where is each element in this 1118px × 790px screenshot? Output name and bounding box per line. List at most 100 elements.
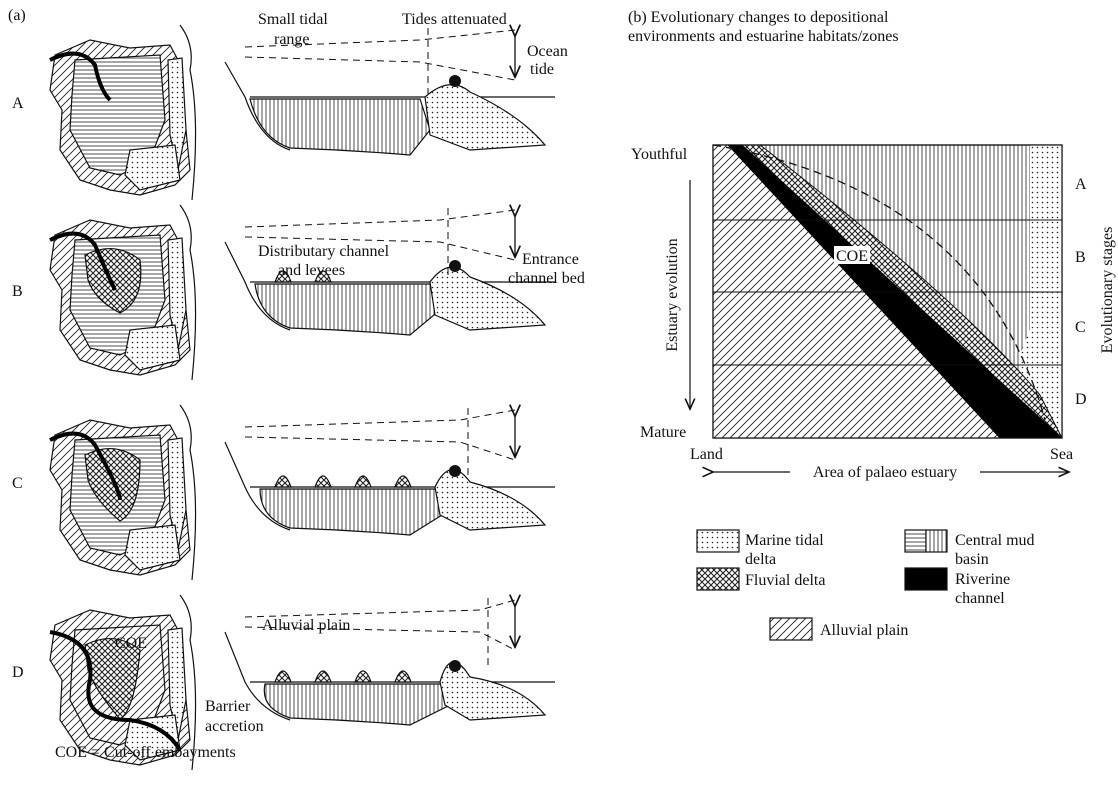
levee <box>394 670 412 683</box>
tidal-envelope <box>244 409 516 461</box>
label: delta <box>745 551 776 568</box>
levee <box>274 670 292 683</box>
label: Entrance <box>522 251 579 268</box>
label: Central mud <box>955 532 1035 549</box>
section-barrier <box>424 84 547 151</box>
label: Ocean <box>527 43 568 60</box>
labels: (a) Small tidal range Tides attenuated Ocean… <box>8 7 1116 761</box>
label: environments and estuarine habitats/zone… <box>628 28 899 45</box>
label: A <box>1075 176 1087 193</box>
label: Alluvial plain <box>820 622 908 639</box>
map-barrier <box>167 237 187 351</box>
section-cliff <box>224 61 291 151</box>
label: range <box>274 31 310 48</box>
map-tidal-delta <box>124 144 181 191</box>
map-river <box>49 51 112 102</box>
label: Land <box>690 446 723 463</box>
label: C <box>1075 319 1086 336</box>
label: COE = Cut-off embayments <box>55 744 236 761</box>
section-cliff <box>224 441 291 531</box>
label: B <box>1075 249 1086 266</box>
legend-swatch <box>925 529 948 553</box>
label: Fluvial delta <box>745 572 825 589</box>
levee <box>394 475 412 488</box>
coastline <box>179 24 197 201</box>
map-river <box>49 231 117 291</box>
label: (a) <box>8 7 26 24</box>
label: channel <box>955 590 1005 607</box>
map-barrier <box>167 57 187 171</box>
levee <box>274 475 292 488</box>
label: Small tidal <box>258 11 328 28</box>
legend-swatch <box>696 567 740 591</box>
label: COE <box>115 635 147 652</box>
label: A <box>12 95 24 112</box>
map-basin <box>69 54 166 176</box>
label: Sea <box>1050 446 1073 463</box>
section-barrier <box>434 469 547 531</box>
label: Barrier <box>205 698 251 715</box>
section-cliff <box>224 241 291 331</box>
map-river <box>49 630 182 752</box>
section-barrier <box>429 266 547 331</box>
coastline <box>179 594 197 771</box>
label: Youthful <box>631 146 688 163</box>
label: D <box>12 664 24 681</box>
section-mud-basin <box>259 488 451 536</box>
levee <box>274 270 292 283</box>
label: Mature <box>640 424 686 441</box>
label: Riverine <box>955 571 1010 588</box>
vegetation <box>449 465 461 477</box>
frame <box>712 144 1063 439</box>
label: accretion <box>205 718 264 735</box>
map-tidal-delta <box>124 524 181 571</box>
vegetation <box>449 75 461 87</box>
levee <box>314 475 332 488</box>
label: tide <box>530 61 554 78</box>
legend-swatch <box>769 617 813 641</box>
legend-swatch <box>696 529 740 553</box>
section-mud-basin <box>249 98 431 156</box>
label: basin <box>955 551 989 568</box>
levee <box>354 475 372 488</box>
label: Area of palaeo estuary <box>813 464 957 481</box>
map-barrier <box>167 627 187 741</box>
tidal-envelope <box>244 209 516 261</box>
label: Tides attenuated <box>402 11 507 28</box>
label: (b) Evolutionary changes to depositional <box>628 9 889 26</box>
label: C <box>12 475 23 492</box>
coe-label-bg <box>834 246 870 264</box>
label: channel bed <box>508 270 585 287</box>
label: Marine tidal <box>745 532 824 549</box>
map-fluvial-delta <box>84 638 141 720</box>
map-river <box>49 431 122 501</box>
vegetation <box>449 260 461 272</box>
label: Estuary evolution <box>664 238 681 351</box>
label: Alluvial plain <box>262 617 350 634</box>
section-mud-basin <box>254 283 441 336</box>
label: COE <box>836 248 868 265</box>
coastline <box>179 404 197 581</box>
levee <box>314 670 332 683</box>
map-barrier <box>167 437 187 551</box>
section-mud-basin <box>263 683 461 726</box>
label: B <box>12 283 23 300</box>
coe-boundary <box>712 144 1046 421</box>
map-tidal-delta <box>124 714 181 761</box>
label: and levees <box>278 262 345 279</box>
map-fluvial-delta <box>84 448 141 522</box>
legend-swatch <box>904 567 948 591</box>
coastline <box>179 204 197 381</box>
tidal-envelope <box>244 599 516 651</box>
map-tidal-delta <box>124 324 181 371</box>
sketches <box>49 24 1068 771</box>
x-axis-label-bg <box>790 463 980 481</box>
label: Distributary channel <box>258 243 390 260</box>
section-cliff <box>224 631 291 721</box>
vegetation <box>449 660 461 672</box>
levee <box>314 270 332 283</box>
label: Evolutionary stages <box>1099 227 1116 354</box>
levee <box>354 670 372 683</box>
label: D <box>1075 391 1087 408</box>
